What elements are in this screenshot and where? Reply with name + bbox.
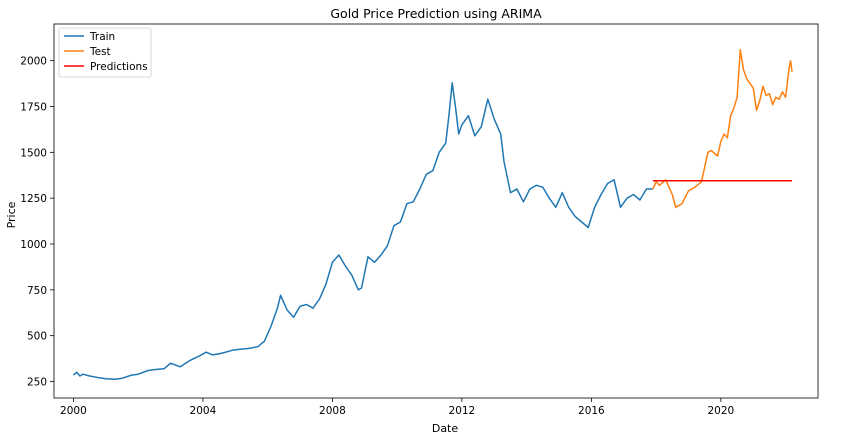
legend-label-test: Test <box>89 46 111 58</box>
y-tick-label: 750 <box>27 285 47 297</box>
y-tick-label: 1750 <box>20 102 47 114</box>
y-tick-label: 2000 <box>20 56 47 68</box>
y-tick-label: 1250 <box>20 193 47 205</box>
legend-box <box>58 27 152 78</box>
series-line-train <box>72 81 653 381</box>
chart-title: Gold Price Prediction using ARIMA <box>330 6 542 21</box>
x-tick-label: 2004 <box>190 405 217 417</box>
y-tick-label: 1500 <box>20 147 47 159</box>
y-tick-label: 500 <box>27 331 47 343</box>
legend: Train Test Predictions <box>58 27 152 78</box>
x-tick-label: 2012 <box>449 405 476 417</box>
x-tick-label: 2016 <box>578 405 605 417</box>
plot-area: 2000 2004 2008 2012 2016 2020 250 500 750 1000 12… <box>20 23 819 417</box>
series-line-test <box>652 48 793 209</box>
legend-label-predictions: Predictions <box>90 61 148 73</box>
x-axis: 2000 2004 2008 2012 2016 2020 <box>60 398 734 417</box>
legend-label-train: Train <box>89 31 115 43</box>
y-tick-label: 250 <box>27 377 47 389</box>
x-axis-label: Date <box>432 422 459 435</box>
plot-frame <box>53 23 819 399</box>
x-tick-label: 2000 <box>60 405 87 417</box>
x-tick-label: 2008 <box>319 405 346 417</box>
y-axis-label: Price <box>5 201 18 228</box>
y-axis: 250 500 750 1000 1250 1500 1750 2000 <box>20 56 54 389</box>
y-tick-label: 1000 <box>20 239 47 251</box>
x-tick-label: 2020 <box>708 405 735 417</box>
series-layer <box>72 48 793 381</box>
